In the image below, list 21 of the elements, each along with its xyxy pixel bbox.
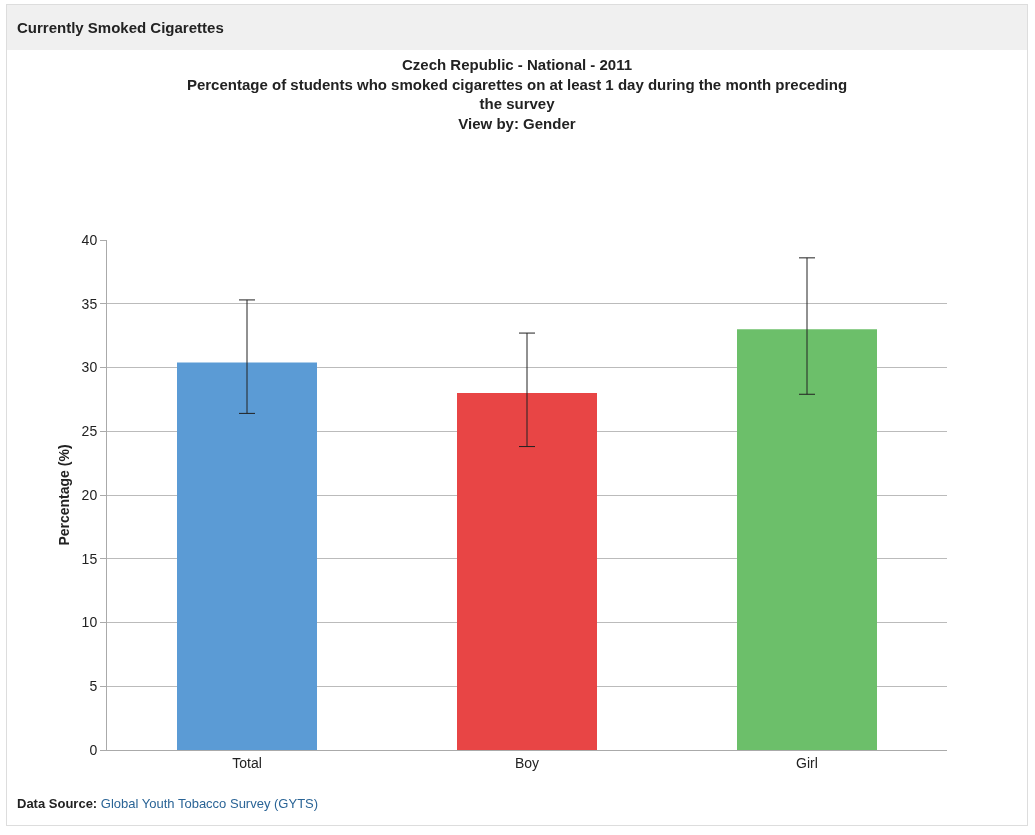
source-note: Data Source: Global Youth Tobacco Survey (GYTS): [17, 796, 319, 811]
bar: [737, 329, 877, 750]
y-tick-label: 40: [81, 231, 98, 248]
text: View by: Gender: [458, 114, 576, 132]
bar: [177, 362, 317, 750]
y-tick-label: 30: [81, 359, 98, 376]
y-tick-label: 35: [81, 295, 98, 312]
y-tick-label: 5: [89, 678, 98, 695]
y-tick-label: 20: [81, 486, 98, 503]
bar: [457, 393, 597, 750]
y-tick-label: 10: [81, 614, 98, 631]
text: Currently Smoked Cigarettes: [7, 5, 1027, 50]
y-tick-label: 25: [81, 423, 98, 440]
y-tick-label: 15: [81, 550, 98, 567]
chart-title: Czech Republic - National - 2011: [401, 56, 633, 73]
chart-subtitle: Percentage of students who smoked cigarettes on at least 1 day during the month preceding the survey: [186, 75, 848, 112]
x-tick-label: Total: [232, 754, 262, 771]
y-axis-title: Percentage (%): [56, 444, 72, 546]
x-tick-label: Girl: [796, 754, 818, 771]
y-tick-label: 0: [89, 741, 98, 758]
x-tick-label: Boy: [514, 754, 540, 771]
